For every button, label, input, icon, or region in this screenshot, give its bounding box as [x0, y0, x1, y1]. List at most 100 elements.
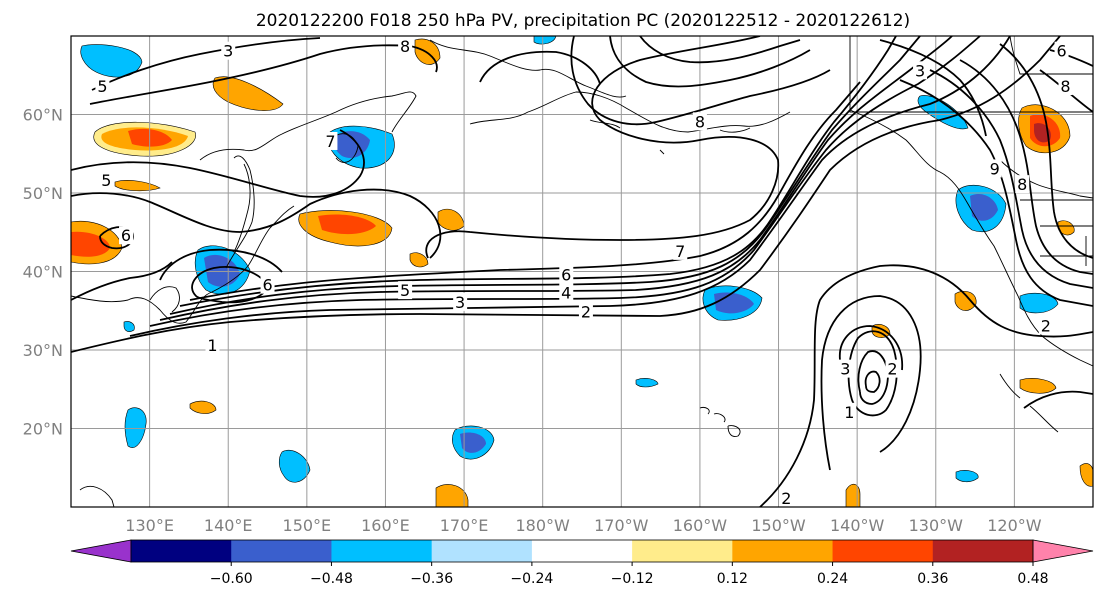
lat-tick-label: 50°N: [23, 184, 63, 203]
contour-label-bg: [842, 402, 857, 421]
border: [1040, 225, 1093, 266]
contour-label: 5: [400, 281, 410, 300]
pv-contour: [839, 325, 903, 371]
pv-contour: [89, 44, 438, 105]
lon-tick-label: 160°E: [361, 516, 410, 535]
pv-contour: [149, 36, 981, 327]
pv-contour: [847, 330, 898, 417]
latitude-axis: 20°N 30°N 40°N 50°N 60°N: [23, 106, 63, 439]
colorbar-segment: [231, 540, 332, 562]
colorbar-tick-label: 0.48: [1017, 571, 1048, 587]
contour-label-bg: [1015, 175, 1030, 194]
colorbar-extend-max: [1032, 539, 1094, 563]
coastline: [79, 486, 115, 507]
colorbar-tick-label: −0.48: [310, 571, 353, 587]
contour-label: 3: [915, 61, 925, 80]
contour-label: 7: [675, 242, 685, 261]
colorbar-tick-label: 0.36: [917, 571, 948, 587]
pv-contour: [759, 264, 1093, 507]
precip-area-positive: [1079, 463, 1093, 487]
map-frame: [70, 35, 1094, 508]
lat-tick-label: 40°N: [23, 263, 63, 282]
colorbar-tick-label: 0.12: [717, 571, 748, 587]
colorbar-tick-label: −0.12: [611, 571, 654, 587]
contour-label-bg: [260, 275, 275, 294]
contour-label-bg: [1054, 41, 1069, 60]
figure-title: 2020122200 F018 250 hPa PV, precipitatio…: [256, 11, 910, 31]
coastline-japan: [225, 155, 255, 269]
precip-area-negative: [955, 470, 979, 483]
lon-tick-label: 130°W: [909, 516, 964, 535]
pv-contour: [169, 36, 921, 315]
pv-contour: [159, 248, 283, 281]
coastline: [999, 373, 1059, 433]
coastline-hawaii: [699, 407, 741, 437]
pv-contour: [609, 36, 811, 88]
contour-label: 8: [695, 112, 705, 131]
pv-contour: [71, 36, 1061, 353]
precip-area-positive: [318, 214, 376, 235]
colorbar-extend-min: [70, 539, 132, 563]
pv-contour: [159, 36, 953, 321]
colorbar-segment: [131, 540, 232, 562]
lon-tick-label: 150°W: [751, 516, 806, 535]
longitude-axis: 130°E 140°E 150°E 160°E 170°E 180°W 170°W 160°W…: [125, 516, 1041, 535]
contour-label: 5: [97, 77, 107, 96]
contour-label-bg: [323, 131, 338, 150]
lon-tick-label: 150°E: [283, 516, 332, 535]
lat-tick-label: 30°N: [23, 341, 63, 360]
lon-tick-label: 180°W: [516, 516, 571, 535]
contour-label: 5: [101, 171, 111, 190]
coastline: [429, 39, 627, 98]
precip-area-negative: [123, 321, 135, 332]
coastline: [199, 91, 417, 161]
contour-label-bg: [1038, 316, 1053, 335]
precip-area-negative: [1019, 292, 1059, 314]
contour-label: 7: [325, 132, 335, 151]
precip-area-positive: [1019, 378, 1057, 394]
colorbar-segment: [531, 540, 633, 562]
contour-label-bg: [692, 112, 707, 131]
lat-tick-label: 60°N: [23, 106, 63, 125]
precip-area-positive: [114, 180, 161, 192]
pv-contour: [129, 36, 1011, 337]
pv-contour: [71, 261, 173, 301]
colorbar-segment: [932, 540, 1034, 562]
contour-label-bg: [885, 359, 900, 378]
contour-label-bg: [559, 283, 574, 302]
contour-label-bg: [578, 302, 593, 321]
precip-area-negative: [460, 432, 486, 453]
contour-label: 2: [581, 302, 591, 321]
contour-label: 8: [400, 37, 410, 56]
contour-label: 3: [455, 293, 465, 312]
coastline: [149, 286, 180, 313]
pv-contour: [479, 50, 601, 85]
contour-label-bg: [398, 281, 413, 300]
pv-contour: [1049, 49, 1093, 67]
contour-label-bg: [95, 77, 110, 96]
contour-label: 6: [121, 226, 131, 245]
pv-contour: [820, 295, 922, 471]
colorbar: −0.60 −0.48 −0.36 −0.24 −0.12 0.12 0.24 0.36 0.4…: [70, 539, 1094, 587]
pv-contour: [879, 39, 987, 137]
lat-tick-label: 20°N: [23, 420, 63, 439]
contour-label-bg: [987, 159, 1002, 178]
contour-label: 2: [1041, 316, 1051, 335]
contour-label: 1: [207, 336, 217, 355]
lon-tick-label: 120°W: [987, 516, 1042, 535]
contour-label-bg: [205, 336, 220, 355]
coastline: [233, 163, 251, 253]
pv-contour: [864, 370, 881, 393]
contour-label-bg: [453, 292, 468, 311]
precip-area-positive: [189, 400, 217, 414]
contour-label-bg: [119, 226, 134, 245]
contour-label-bg: [221, 41, 236, 60]
contour-label: 4: [561, 283, 571, 302]
pv-contour: [999, 43, 1093, 259]
precip-area-negative: [204, 254, 240, 287]
contour-label-bg: [673, 241, 688, 260]
pv-contours: [71, 36, 1093, 507]
contour-label: 3: [223, 42, 233, 61]
